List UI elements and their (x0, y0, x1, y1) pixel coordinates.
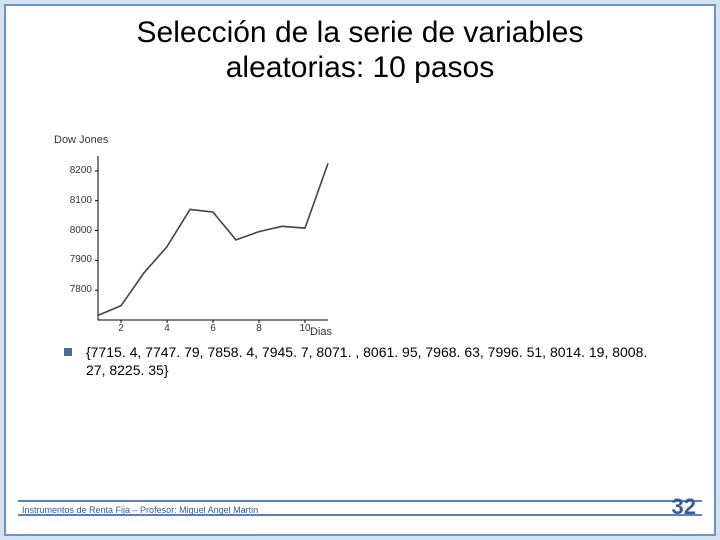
chart-x-label: Dias (310, 326, 332, 338)
chart-y-label: Dow Jones (54, 134, 108, 146)
chart-xtick: 10 (299, 324, 310, 334)
chart-ytick: 7800 (58, 285, 92, 295)
slide: Selección de la serie de variables aleat… (4, 4, 716, 536)
chart-ytick: 8200 (58, 166, 92, 176)
bullet-row: {7715. 4, 7747. 79, 7858. 4, 7945. 7, 80… (64, 344, 664, 379)
page-number: 32 (672, 494, 696, 520)
footer-text: Instrumentos de Renta Fija – Profesor: M… (22, 505, 258, 515)
footer-stripe-top (18, 500, 702, 502)
chart-xtick: 2 (118, 324, 124, 334)
chart-ytick: 8100 (58, 196, 92, 206)
chart-ytick: 7900 (58, 255, 92, 265)
bullet-text: {7715. 4, 7747. 79, 7858. 4, 7945. 7, 80… (86, 344, 664, 379)
footer: Instrumentos de Renta Fija – Profesor: M… (18, 500, 702, 516)
chart-xtick: 8 (256, 324, 262, 334)
chart-svg (94, 152, 334, 332)
line-chart: Dow Jones Dias 7800 7900 8000 8100 8200 2 4 6 8… (54, 134, 344, 344)
chart-xtick: 6 (210, 324, 216, 334)
chart-ytick: 8000 (58, 226, 92, 236)
chart-xtick: 4 (164, 324, 170, 334)
slide-title: Selección de la serie de variables aleat… (6, 6, 714, 85)
bullet-icon (64, 348, 72, 356)
title-line-1: Selección de la serie de variables (137, 16, 584, 49)
title-line-2: aleatorias: 10 pasos (226, 51, 495, 84)
